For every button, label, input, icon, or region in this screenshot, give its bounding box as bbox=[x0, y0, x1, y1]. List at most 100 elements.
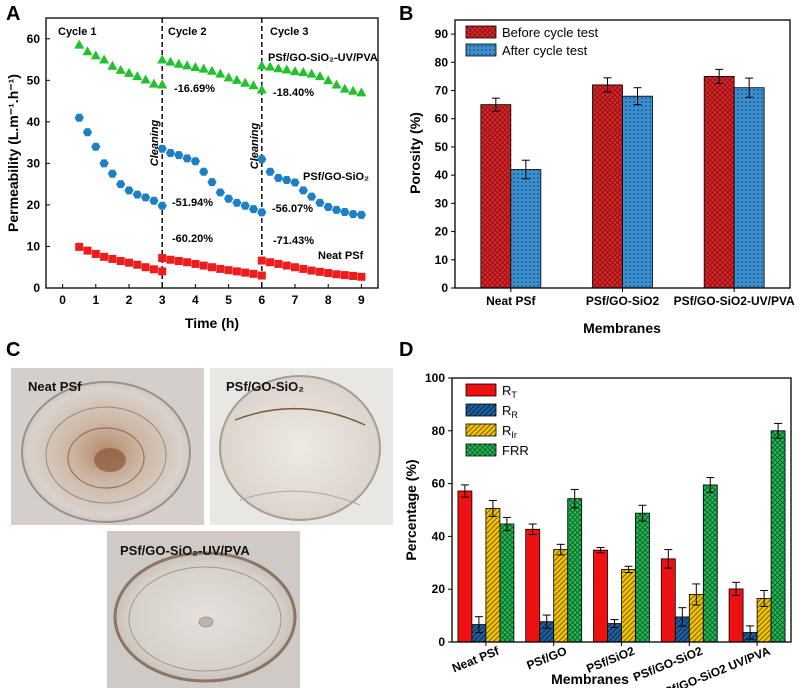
legend-label-before: Before cycle test bbox=[502, 25, 598, 40]
point-psf-go-sio-uv-pva-cycle3-3 bbox=[273, 63, 284, 73]
membrane-ring bbox=[128, 566, 282, 672]
point-psf-go-sio-uv-pva-cycle1-9 bbox=[140, 74, 151, 84]
bar-frr-psf-go-sio2-uv-pva bbox=[770, 430, 786, 643]
point-neat-psf-cycle1-11 bbox=[158, 267, 167, 276]
point-neat-psf-cycle2-1 bbox=[158, 254, 167, 263]
drop-neat-psf-cycle2: -60.20% bbox=[172, 233, 213, 245]
point-psf-go-sio-uv-pva-cycle2-7 bbox=[207, 65, 217, 75]
point-neat-psf-cycle2-6 bbox=[199, 261, 208, 270]
point-psf-go-sio-uv-pva-cycle1-1 bbox=[74, 39, 85, 49]
fouling-stain bbox=[94, 448, 126, 472]
point-psf-go-sio-cycle3-10 bbox=[331, 205, 342, 214]
series-label-uv-pva: PSf/GO-SiO₂-UV/PVA bbox=[268, 52, 378, 64]
point-neat-psf-cycle1-2 bbox=[83, 246, 92, 255]
point-psf-go-sio-cycle2-12 bbox=[248, 205, 259, 214]
panel-d-x-label: Membranes bbox=[551, 671, 629, 687]
panel-a-x-tick-label-3: 3 bbox=[159, 293, 166, 307]
point-psf-go-sio-cycle2-4 bbox=[182, 154, 192, 163]
point-neat-psf-cycle3-2 bbox=[266, 258, 275, 267]
membrane-ring bbox=[67, 427, 145, 489]
legend-swatch-frr bbox=[465, 443, 497, 457]
point-neat-psf-cycle2-11 bbox=[241, 268, 250, 277]
panel-a-y-tick-label-30: 30 bbox=[27, 156, 41, 170]
y-tick-label-0: 0 bbox=[438, 635, 445, 649]
y-tick-label-80: 80 bbox=[432, 424, 446, 438]
drop-uv-pva-cycle3: -18.40% bbox=[273, 87, 314, 99]
point-neat-psf-cycle1-5 bbox=[108, 254, 117, 263]
y-tick-label-50: 50 bbox=[435, 140, 449, 154]
point-neat-psf-cycle1-4 bbox=[100, 252, 109, 261]
point-psf-go-sio-cycle2-11 bbox=[240, 201, 250, 210]
point-neat-psf-cycle1-9 bbox=[141, 263, 150, 272]
point-psf-go-sio-uv-pva-cycle2-8 bbox=[215, 68, 226, 78]
point-psf-go-sio-cycle3-7 bbox=[307, 192, 317, 201]
panel-a-x-tick-label-6: 6 bbox=[258, 293, 265, 307]
point-neat-psf-cycle3-8 bbox=[315, 267, 324, 276]
y-tick-label-90: 90 bbox=[435, 27, 449, 41]
panel-a-x-tick-label-1: 1 bbox=[92, 293, 99, 307]
panel-letter-b: B bbox=[399, 3, 413, 25]
panel-a-x-tick-label-9: 9 bbox=[358, 293, 365, 307]
point-psf-go-sio-cycle1-11 bbox=[157, 201, 167, 210]
point-psf-go-sio-uv-pva-cycle3-2 bbox=[265, 61, 276, 71]
panel-a-plot-frame bbox=[45, 17, 379, 289]
point-psf-go-sio-uv-pva-cycle3-4 bbox=[281, 64, 292, 74]
cycle-1-label: Cycle 1 bbox=[58, 26, 97, 38]
legend-swatch-rir bbox=[465, 423, 497, 437]
point-psf-go-sio-uv-pva-cycle1-10 bbox=[148, 78, 159, 88]
panel-a-x-tick-label-8: 8 bbox=[325, 293, 332, 307]
bar-after-cycle-test-psf-go-sio2 bbox=[622, 95, 653, 289]
cleaning-label-2: Cleaning bbox=[249, 122, 261, 169]
legend-label-rt: RT bbox=[502, 383, 517, 400]
point-psf-go-sio-cycle2-2 bbox=[165, 149, 176, 157]
point-neat-psf-cycle3-12 bbox=[349, 271, 358, 280]
point-psf-go-sio-cycle2-8 bbox=[215, 188, 225, 197]
point-psf-go-sio-uv-pva-cycle1-2 bbox=[82, 46, 93, 56]
panel-b-porosity-chart: 0 10 20 30 40 50 60 70 80 90 Neat PSf PSf/GO-SiO2 P… bbox=[407, 19, 795, 336]
point-psf-go-sio-cycle2-6 bbox=[199, 167, 209, 176]
point-psf-go-sio-cycle1-3 bbox=[91, 142, 101, 151]
point-neat-psf-cycle1-10 bbox=[149, 265, 158, 274]
point-psf-go-sio-cycle3-2 bbox=[265, 167, 275, 176]
point-psf-go-sio-uv-pva-cycle2-3 bbox=[173, 58, 184, 68]
point-neat-psf-cycle3-6 bbox=[299, 264, 308, 273]
point-psf-go-sio-uv-pva-cycle1-11 bbox=[157, 79, 168, 89]
point-psf-go-sio-cycle3-4 bbox=[282, 176, 292, 184]
bar-r-t-psf-go bbox=[525, 528, 541, 643]
bar-r-t-psf-go-sio2-uv-pva bbox=[728, 588, 744, 643]
bar-after-cycle-test-neat-psf bbox=[510, 169, 542, 289]
point-neat-psf-cycle1-6 bbox=[116, 257, 125, 265]
bar-frr-neat-psf bbox=[499, 523, 515, 643]
panel-b-x-label: Membranes bbox=[583, 320, 661, 336]
membrane-crease bbox=[239, 490, 361, 506]
point-neat-psf-cycle2-3 bbox=[174, 257, 183, 265]
bar-r-ir-psf-go bbox=[553, 549, 569, 643]
bar-before-cycle-test-neat-psf bbox=[480, 104, 512, 289]
point-neat-psf-cycle2-5 bbox=[191, 259, 200, 268]
panel-a-y-label: Permeability (L.m⁻¹.h⁻¹) bbox=[5, 74, 21, 232]
y-tick-label-20: 20 bbox=[432, 582, 446, 596]
bar-after-cycle-test-psf-go-sio2-uv-pva bbox=[733, 87, 765, 289]
photo-neat-psf: Neat PSf bbox=[11, 368, 204, 525]
panel-letter-d: D bbox=[399, 339, 413, 361]
drop-go-sio2-cycle3: -56.07% bbox=[272, 203, 313, 215]
point-psf-go-sio-cycle1-7 bbox=[124, 186, 134, 195]
point-psf-go-sio-cycle1-2 bbox=[82, 128, 93, 137]
bar-r-ir-neat-psf bbox=[485, 508, 501, 643]
point-psf-go-sio-uv-pva-cycle1-3 bbox=[90, 50, 101, 60]
point-psf-go-sio-uv-pva-cycle2-2 bbox=[165, 56, 176, 66]
panel-a-x-tick-label-5: 5 bbox=[225, 293, 232, 307]
point-psf-go-sio-cycle3-3 bbox=[273, 173, 283, 182]
point-psf-go-sio-cycle3-5 bbox=[290, 178, 300, 187]
x-tick-label-psf-go: PSf/GO bbox=[525, 644, 569, 673]
point-psf-go-sio-uv-pva-cycle2-1 bbox=[157, 54, 168, 64]
point-psf-go-sio-cycle1-10 bbox=[149, 196, 159, 205]
point-neat-psf-cycle3-13 bbox=[357, 272, 366, 281]
y-tick-label-10: 10 bbox=[435, 253, 449, 267]
point-psf-go-sio-uv-pva-cycle1-5 bbox=[107, 60, 118, 70]
photo-psf-go-sio2-uv-pva: PSf/GO-SiO₂-UV/PVA bbox=[107, 531, 300, 688]
point-psf-go-sio-cycle2-9 bbox=[224, 194, 234, 203]
point-psf-go-sio-uv-pva-cycle2-4 bbox=[182, 60, 193, 70]
point-psf-go-sio-uv-pva-cycle2-5 bbox=[190, 62, 201, 72]
x-tick-label-psf-go-sio2-uv-pva: PSf/GO-SiO2-UV/PVA bbox=[674, 294, 795, 308]
